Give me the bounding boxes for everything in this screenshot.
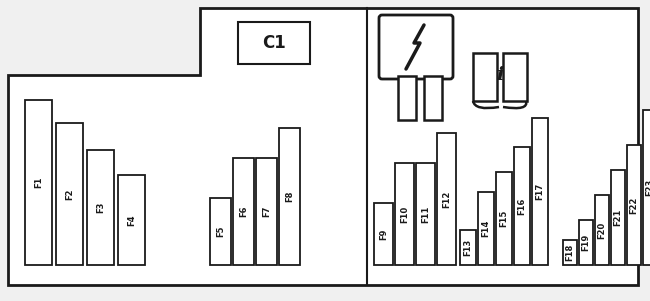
Text: F16: F16 <box>517 197 526 215</box>
Bar <box>56 123 83 265</box>
Bar <box>210 198 231 265</box>
Text: F20: F20 <box>597 221 606 239</box>
Bar <box>643 110 650 265</box>
Text: F14: F14 <box>482 220 491 237</box>
Text: F19: F19 <box>582 234 590 251</box>
Bar <box>627 145 641 265</box>
Bar <box>398 76 416 120</box>
Bar <box>514 147 530 265</box>
Text: F3: F3 <box>96 202 105 213</box>
Bar <box>279 128 300 265</box>
Text: F1: F1 <box>34 177 43 188</box>
Bar <box>478 192 494 265</box>
Text: i: i <box>497 66 504 84</box>
Bar <box>233 158 254 265</box>
FancyBboxPatch shape <box>503 53 527 101</box>
Bar <box>611 170 625 265</box>
Text: F6: F6 <box>239 206 248 217</box>
Text: F8: F8 <box>285 191 294 202</box>
Text: F21: F21 <box>614 209 623 226</box>
Bar <box>87 150 114 265</box>
Text: F4: F4 <box>127 214 136 226</box>
Text: F17: F17 <box>536 183 545 200</box>
Text: F23: F23 <box>645 179 650 196</box>
Text: F2: F2 <box>65 188 74 200</box>
Text: F13: F13 <box>463 239 473 256</box>
Text: F9: F9 <box>379 228 388 240</box>
Bar <box>238 22 310 64</box>
Bar <box>496 172 512 265</box>
Bar <box>118 175 145 265</box>
Text: F11: F11 <box>421 205 430 223</box>
Text: F18: F18 <box>566 244 575 261</box>
Text: F15: F15 <box>499 210 508 227</box>
Text: F22: F22 <box>629 196 638 214</box>
Text: F12: F12 <box>442 190 451 208</box>
Bar <box>563 240 577 265</box>
Bar <box>579 220 593 265</box>
FancyBboxPatch shape <box>473 53 497 101</box>
Bar <box>595 195 609 265</box>
Text: C1: C1 <box>262 34 286 52</box>
Bar <box>532 118 548 265</box>
Bar <box>460 230 476 265</box>
Bar <box>25 100 52 265</box>
Text: F10: F10 <box>400 205 409 223</box>
Bar <box>395 163 414 265</box>
Bar <box>256 158 277 265</box>
Bar <box>416 163 435 265</box>
Polygon shape <box>8 8 638 285</box>
Bar <box>437 133 456 265</box>
Bar <box>374 203 393 265</box>
Bar <box>424 76 442 120</box>
Text: F5: F5 <box>216 226 225 237</box>
Text: F7: F7 <box>262 206 271 217</box>
FancyBboxPatch shape <box>379 15 453 79</box>
